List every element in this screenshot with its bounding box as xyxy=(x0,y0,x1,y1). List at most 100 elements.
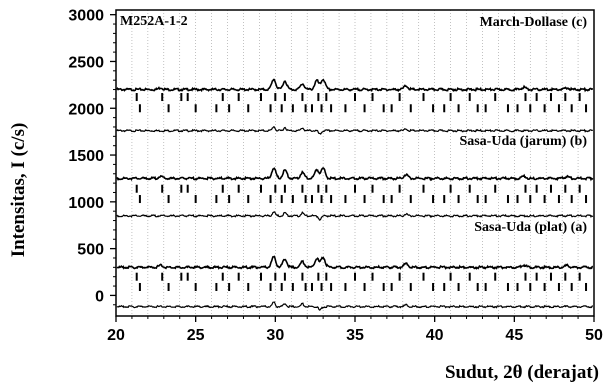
reflection-marker xyxy=(138,282,141,291)
y-tick-label: 3000 xyxy=(68,8,104,25)
reflection-marker xyxy=(186,184,189,193)
reflection-marker xyxy=(344,195,347,204)
difference-curve-1 xyxy=(116,210,594,221)
reflection-marker xyxy=(476,195,479,204)
reflection-marker xyxy=(186,93,189,102)
reflection-marker xyxy=(371,272,374,281)
panel-label-c: March-Dollase (c) xyxy=(480,15,588,30)
reflection-marker xyxy=(516,104,519,113)
y-tick-label: 2500 xyxy=(68,54,104,71)
reflection-marker xyxy=(283,272,286,281)
reflection-marker xyxy=(390,195,393,204)
reflection-marker xyxy=(291,282,294,291)
y-tick-label: 500 xyxy=(77,242,104,259)
reflection-marker xyxy=(247,282,250,291)
reflection-marker xyxy=(280,104,283,113)
reflection-marker xyxy=(354,93,356,102)
reflection-ticks-layer xyxy=(135,93,588,291)
reflection-marker xyxy=(215,104,218,113)
x-axis-title: Sudut, 2θ (derajat) xyxy=(445,362,599,383)
reflection-marker xyxy=(310,282,313,291)
reflection-marker xyxy=(524,184,527,193)
reflection-marker xyxy=(194,282,197,291)
reflection-marker xyxy=(398,184,401,193)
reflection-marker xyxy=(382,195,385,204)
x-tick-label: 50 xyxy=(585,327,603,344)
reflection-marker xyxy=(578,272,581,281)
reflection-marker xyxy=(468,93,471,102)
reflection-marker xyxy=(310,195,313,204)
reflection-marker xyxy=(291,104,294,113)
reflection-marker xyxy=(529,282,532,291)
reflection-marker xyxy=(422,184,425,193)
reflection-marker xyxy=(167,282,170,291)
reflection-marker xyxy=(269,104,272,113)
reflection-marker xyxy=(476,104,479,113)
reflection-marker xyxy=(570,282,573,291)
panel-label-b: Sasa-Uda (jarum) (b) xyxy=(459,134,587,149)
reflection-marker xyxy=(457,282,460,291)
reflection-marker xyxy=(585,282,588,291)
observed-pattern-2 xyxy=(116,255,594,270)
reflection-marker xyxy=(506,104,509,113)
x-tick-label: 45 xyxy=(505,327,523,344)
reflection-marker xyxy=(167,104,170,113)
reflection-marker xyxy=(325,184,328,193)
reflection-marker xyxy=(259,184,262,193)
reflection-marker xyxy=(274,184,277,193)
reflection-marker xyxy=(247,104,250,113)
reflection-marker xyxy=(449,93,452,102)
reflection-marker xyxy=(543,195,546,204)
reflection-marker xyxy=(506,282,509,291)
reflection-marker xyxy=(283,184,286,193)
reflection-marker xyxy=(167,195,170,204)
reflection-marker xyxy=(409,195,412,204)
reflection-marker xyxy=(535,272,538,281)
reflection-marker xyxy=(409,282,412,291)
reflection-marker xyxy=(484,282,487,291)
reflection-marker xyxy=(476,282,479,291)
reflection-marker xyxy=(398,93,401,102)
reflection-marker xyxy=(449,184,452,193)
reflection-marker xyxy=(484,104,487,113)
reflection-marker xyxy=(535,93,538,102)
reflection-marker xyxy=(304,104,307,113)
reflection-marker xyxy=(320,104,323,113)
reflection-marker xyxy=(194,195,197,204)
reflection-marker xyxy=(494,184,497,193)
reflection-marker xyxy=(330,104,333,113)
reflection-marker xyxy=(382,104,385,113)
y-tick-label: 0 xyxy=(95,288,104,305)
reflection-marker xyxy=(291,195,294,204)
reflection-marker xyxy=(354,272,356,281)
reflection-marker xyxy=(390,104,393,113)
x-tick-label: 20 xyxy=(107,327,125,344)
reflection-marker xyxy=(317,93,320,102)
x-tick-label: 35 xyxy=(346,327,364,344)
reflection-marker xyxy=(570,104,573,113)
reflection-marker xyxy=(354,184,356,193)
reflection-marker xyxy=(280,195,283,204)
x-tick-label: 30 xyxy=(266,327,284,344)
reflection-marker xyxy=(194,104,197,113)
reflection-marker xyxy=(269,195,272,204)
reflection-marker xyxy=(371,93,374,102)
reflection-marker xyxy=(259,272,262,281)
y-tick-label: 1500 xyxy=(68,148,104,165)
reflection-marker xyxy=(557,282,560,291)
reflection-marker xyxy=(457,195,460,204)
reflection-marker xyxy=(186,272,189,281)
reflection-marker xyxy=(301,184,304,193)
reflection-marker xyxy=(443,282,446,291)
reflection-marker xyxy=(138,195,141,204)
reflection-marker xyxy=(161,93,164,102)
reflection-marker xyxy=(138,104,141,113)
reflection-marker xyxy=(506,195,509,204)
reflection-marker xyxy=(516,195,519,204)
reflection-marker xyxy=(468,184,471,193)
reflection-marker xyxy=(398,272,401,281)
reflection-marker xyxy=(221,184,224,193)
reflection-marker xyxy=(161,184,164,193)
